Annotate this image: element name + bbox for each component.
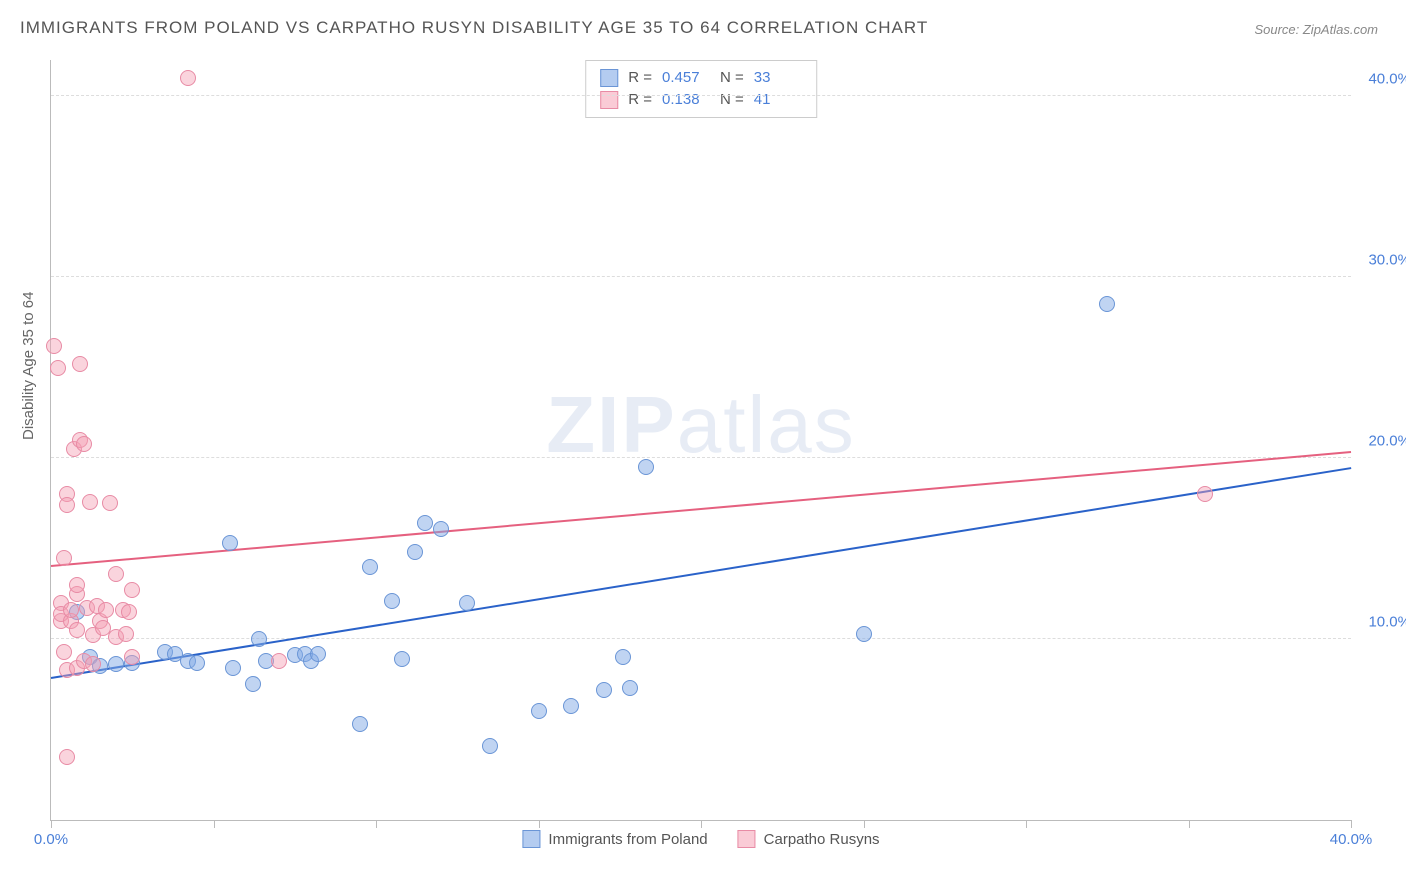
data-point bbox=[245, 676, 261, 692]
data-point bbox=[1099, 296, 1115, 312]
plot-area: ZIPatlas R = 0.457 N = 33 R = 0.138 N = … bbox=[50, 60, 1351, 821]
r-value-pink: 0.138 bbox=[662, 89, 710, 111]
data-point bbox=[433, 521, 449, 537]
r-value-blue: 0.457 bbox=[662, 67, 710, 89]
data-point bbox=[72, 356, 88, 372]
gridline bbox=[51, 95, 1351, 96]
watermark-zip: ZIP bbox=[546, 380, 676, 469]
data-point bbox=[407, 544, 423, 560]
data-point bbox=[531, 703, 547, 719]
data-point bbox=[56, 644, 72, 660]
data-point bbox=[118, 626, 134, 642]
data-point bbox=[63, 602, 79, 618]
data-point bbox=[46, 338, 62, 354]
y-tick-label: 10.0% bbox=[1368, 614, 1406, 631]
data-point bbox=[394, 651, 410, 667]
n-value-blue: 33 bbox=[754, 67, 802, 89]
gridline bbox=[51, 276, 1351, 277]
data-point bbox=[102, 495, 118, 511]
data-point bbox=[856, 626, 872, 642]
trend-line bbox=[51, 451, 1351, 567]
data-point bbox=[124, 582, 140, 598]
source-attribution: Source: ZipAtlas.com bbox=[1254, 22, 1378, 37]
data-point bbox=[638, 459, 654, 475]
legend-label-pink: Carpatho Rusyns bbox=[764, 831, 880, 848]
data-point bbox=[615, 649, 631, 665]
legend-item-pink: Carpatho Rusyns bbox=[738, 830, 880, 848]
data-point bbox=[108, 566, 124, 582]
y-tick-label: 40.0% bbox=[1368, 71, 1406, 88]
swatch-pink-icon bbox=[600, 91, 618, 109]
gridline bbox=[51, 638, 1351, 639]
data-point bbox=[50, 360, 66, 376]
data-point bbox=[189, 655, 205, 671]
data-point bbox=[56, 550, 72, 566]
data-point bbox=[622, 680, 638, 696]
data-point bbox=[1197, 486, 1213, 502]
swatch-pink-icon bbox=[738, 830, 756, 848]
x-tick bbox=[1026, 820, 1027, 828]
gridline bbox=[51, 457, 1351, 458]
bottom-legend: Immigrants from Poland Carpatho Rusyns bbox=[522, 830, 879, 848]
data-point bbox=[271, 653, 287, 669]
data-point bbox=[222, 535, 238, 551]
data-point bbox=[563, 698, 579, 714]
legend-item-blue: Immigrants from Poland bbox=[522, 830, 707, 848]
x-tick bbox=[376, 820, 377, 828]
x-tick bbox=[701, 820, 702, 828]
data-point bbox=[352, 716, 368, 732]
n-label: N = bbox=[720, 67, 744, 89]
n-label: N = bbox=[720, 89, 744, 111]
x-tick-label: 40.0% bbox=[1330, 831, 1373, 848]
data-point bbox=[180, 70, 196, 86]
stats-row-blue: R = 0.457 N = 33 bbox=[600, 67, 802, 89]
data-point bbox=[98, 602, 114, 618]
data-point bbox=[459, 595, 475, 611]
x-tick bbox=[539, 820, 540, 828]
data-point bbox=[59, 749, 75, 765]
data-point bbox=[362, 559, 378, 575]
data-point bbox=[108, 656, 124, 672]
trend-line bbox=[51, 467, 1351, 679]
data-point bbox=[76, 436, 92, 452]
y-tick-label: 30.0% bbox=[1368, 252, 1406, 269]
data-point bbox=[69, 622, 85, 638]
data-point bbox=[69, 577, 85, 593]
x-tick bbox=[864, 820, 865, 828]
data-point bbox=[310, 646, 326, 662]
data-point bbox=[482, 738, 498, 754]
data-point bbox=[85, 656, 101, 672]
y-tick-label: 20.0% bbox=[1368, 433, 1406, 450]
data-point bbox=[417, 515, 433, 531]
data-point bbox=[251, 631, 267, 647]
r-label: R = bbox=[628, 67, 652, 89]
stats-box: R = 0.457 N = 33 R = 0.138 N = 41 bbox=[585, 60, 817, 118]
swatch-blue-icon bbox=[522, 830, 540, 848]
data-point bbox=[82, 494, 98, 510]
data-point bbox=[121, 604, 137, 620]
swatch-blue-icon bbox=[600, 69, 618, 87]
data-point bbox=[225, 660, 241, 676]
x-tick bbox=[1189, 820, 1190, 828]
n-value-pink: 41 bbox=[754, 89, 802, 111]
x-tick bbox=[1351, 820, 1352, 828]
legend-label-blue: Immigrants from Poland bbox=[548, 831, 707, 848]
x-tick bbox=[214, 820, 215, 828]
stats-row-pink: R = 0.138 N = 41 bbox=[600, 89, 802, 111]
data-point bbox=[384, 593, 400, 609]
r-label: R = bbox=[628, 89, 652, 111]
chart-title: IMMIGRANTS FROM POLAND VS CARPATHO RUSYN… bbox=[20, 18, 928, 38]
x-tick bbox=[51, 820, 52, 828]
x-tick-label: 0.0% bbox=[34, 831, 68, 848]
y-axis-title: Disability Age 35 to 64 bbox=[20, 292, 37, 440]
data-point bbox=[124, 649, 140, 665]
data-point bbox=[596, 682, 612, 698]
data-point bbox=[59, 497, 75, 513]
watermark-atlas: atlas bbox=[677, 380, 856, 469]
